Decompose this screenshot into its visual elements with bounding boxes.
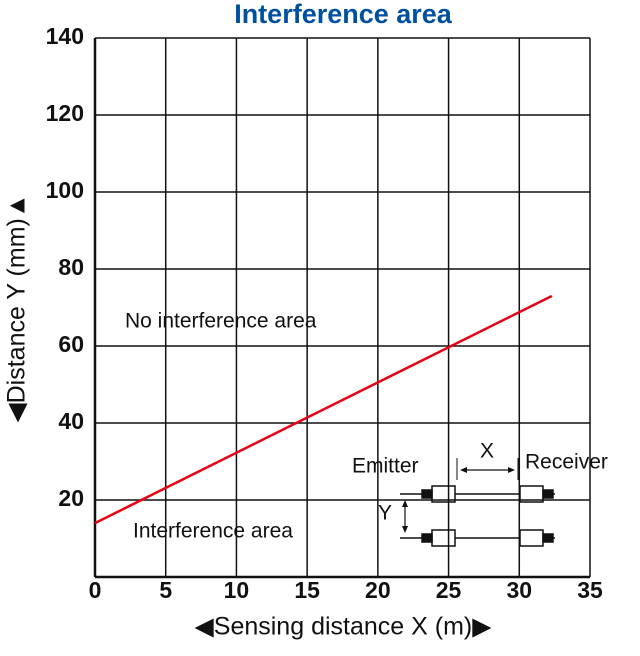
y-tick-label: 140 — [46, 23, 84, 49]
sensor-diagram — [400, 458, 555, 547]
diagram-label: Emitter — [352, 455, 419, 478]
x-tick-label: 10 — [224, 577, 250, 603]
y-tick-label: 80 — [58, 254, 84, 280]
y-tick-label: 100 — [46, 177, 84, 203]
x-tick-label: 30 — [506, 577, 532, 603]
x-tick-label: 25 — [436, 577, 462, 603]
y-tick-label: 20 — [58, 485, 84, 511]
y-tick-label: 120 — [46, 100, 84, 126]
diagram-label: Receiver — [525, 451, 608, 474]
y-tick-label: 40 — [58, 408, 84, 434]
x-axis-title: ◀Sensing distance X (m)▶ — [195, 613, 493, 641]
chart-title: Interference area — [234, 0, 453, 29]
diagram-label: Y — [378, 502, 392, 525]
data-line — [94, 294, 553, 525]
x-tick-label: 35 — [577, 577, 603, 603]
annotation: Interference area — [133, 520, 293, 543]
x-tick-label: 0 — [89, 577, 102, 603]
y-tick-label: 60 — [58, 331, 84, 357]
annotation: No interference area — [125, 310, 317, 333]
x-tick-label: 5 — [159, 577, 172, 603]
plot-area: 20 40 60 80 100 120 140 0 5 10 15 20 25 30 35 — [46, 23, 603, 603]
diagram-label: X — [480, 440, 494, 463]
x-tick-label: 15 — [294, 577, 320, 603]
x-tick-label: 20 — [365, 577, 391, 603]
y-axis-title: ◀Distance Y (mm)▲ — [3, 193, 31, 422]
